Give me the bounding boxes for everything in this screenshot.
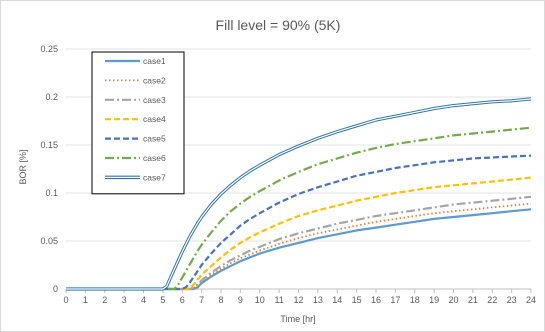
y-tick-label: 0.1: [45, 188, 58, 198]
legend-label-case4: case4: [143, 114, 166, 124]
x-tick-label: 7: [199, 295, 204, 305]
x-tick-label: 11: [274, 295, 283, 305]
x-tick-label: 5: [160, 295, 165, 305]
x-tick-label: 0: [63, 295, 68, 305]
x-tick-label: 12: [293, 295, 303, 305]
chart-title: Fill level = 90% (5K): [216, 17, 341, 33]
x-tick-label: 14: [332, 295, 342, 305]
series-line-case5: [66, 154, 532, 291]
x-tick-label: 10: [255, 295, 265, 305]
x-tick-label: 4: [141, 295, 146, 305]
x-tick-label: 8: [218, 295, 223, 305]
x-tick-label: 17: [390, 295, 400, 305]
x-tick-label: 2: [102, 295, 107, 305]
legend-label-case5: case5: [143, 134, 166, 144]
legend-label-case2: case2: [143, 75, 166, 85]
y-tick-label: 0.25: [40, 44, 58, 54]
x-tick-label: 6: [180, 295, 185, 305]
x-tick-label: 24: [526, 295, 536, 305]
x-tick-label: 20: [448, 295, 458, 305]
y-tick-label: 0.2: [45, 92, 58, 102]
y-tick-label: 0: [53, 284, 58, 294]
x-tick-label: 22: [487, 295, 497, 305]
x-tick-label: 21: [468, 295, 478, 305]
legend-box: [91, 51, 185, 195]
x-tick-label: 9: [238, 295, 243, 305]
x-tick-label: 16: [371, 295, 381, 305]
x-tick-label: 19: [429, 295, 439, 305]
x-tick-label: 3: [122, 295, 127, 305]
y-axis-title: BOR [%]: [18, 149, 28, 184]
legend-label-case6: case6: [143, 153, 166, 163]
series-line-case4: [66, 176, 532, 291]
series-line-case1: [66, 208, 532, 291]
y-tick-label: 0.05: [40, 236, 58, 246]
legend: case1 case2 case3 case4 case5 case6 case7: [91, 51, 185, 195]
x-tick-label: 1: [83, 295, 88, 305]
x-tick-label: 23: [507, 295, 517, 305]
legend-label-case1: case1: [143, 56, 166, 66]
x-tick-label: 13: [313, 295, 323, 305]
series-line-case7-inner: [66, 98, 532, 290]
series-lines: [66, 97, 532, 291]
legend-label-case3: case3: [143, 95, 166, 105]
y-tick-label: 0.15: [40, 140, 58, 150]
series-line-case3: [66, 195, 532, 291]
x-axis-title: Time [hr]: [280, 314, 315, 324]
x-tick-label: 18: [410, 295, 420, 305]
x-tick-label: 15: [352, 295, 362, 305]
legend-label-case7: case7: [143, 172, 166, 182]
